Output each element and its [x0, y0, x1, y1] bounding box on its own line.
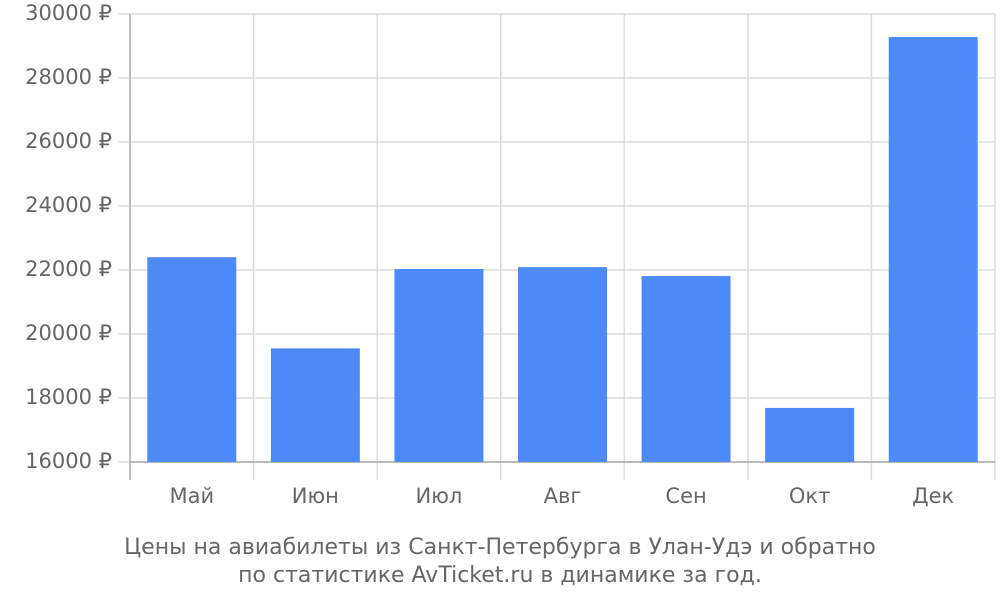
chart-title: Цены на авиабилеты из Санкт-Петербурга в…: [124, 535, 876, 560]
x-tick-label: Июл: [416, 484, 463, 508]
y-tick-label: 28000 ₽: [25, 65, 112, 89]
y-tick-label: 20000 ₽: [25, 321, 112, 345]
y-tick-label: 22000 ₽: [25, 257, 112, 281]
x-tick-label: Май: [169, 484, 214, 508]
y-tick-label: 30000 ₽: [25, 1, 112, 25]
x-tick-label: Июн: [292, 484, 339, 508]
x-tick-label: Авг: [544, 484, 582, 508]
bar: [888, 37, 978, 462]
y-tick-label: 18000 ₽: [25, 385, 112, 409]
bar: [641, 276, 731, 462]
y-tick-label: 16000 ₽: [25, 449, 112, 473]
x-tick-label: Сен: [665, 484, 706, 508]
chart-title: по статистике AvTicket.ru в динамике за …: [238, 563, 762, 588]
y-tick-label: 24000 ₽: [25, 193, 112, 217]
x-tick-label: Окт: [789, 484, 830, 508]
bar: [147, 257, 237, 462]
x-tick-label: Дек: [912, 484, 954, 508]
bar: [270, 348, 360, 462]
y-tick-label: 26000 ₽: [25, 129, 112, 153]
bar: [765, 407, 855, 462]
bar: [518, 267, 607, 462]
bar: [394, 269, 484, 462]
